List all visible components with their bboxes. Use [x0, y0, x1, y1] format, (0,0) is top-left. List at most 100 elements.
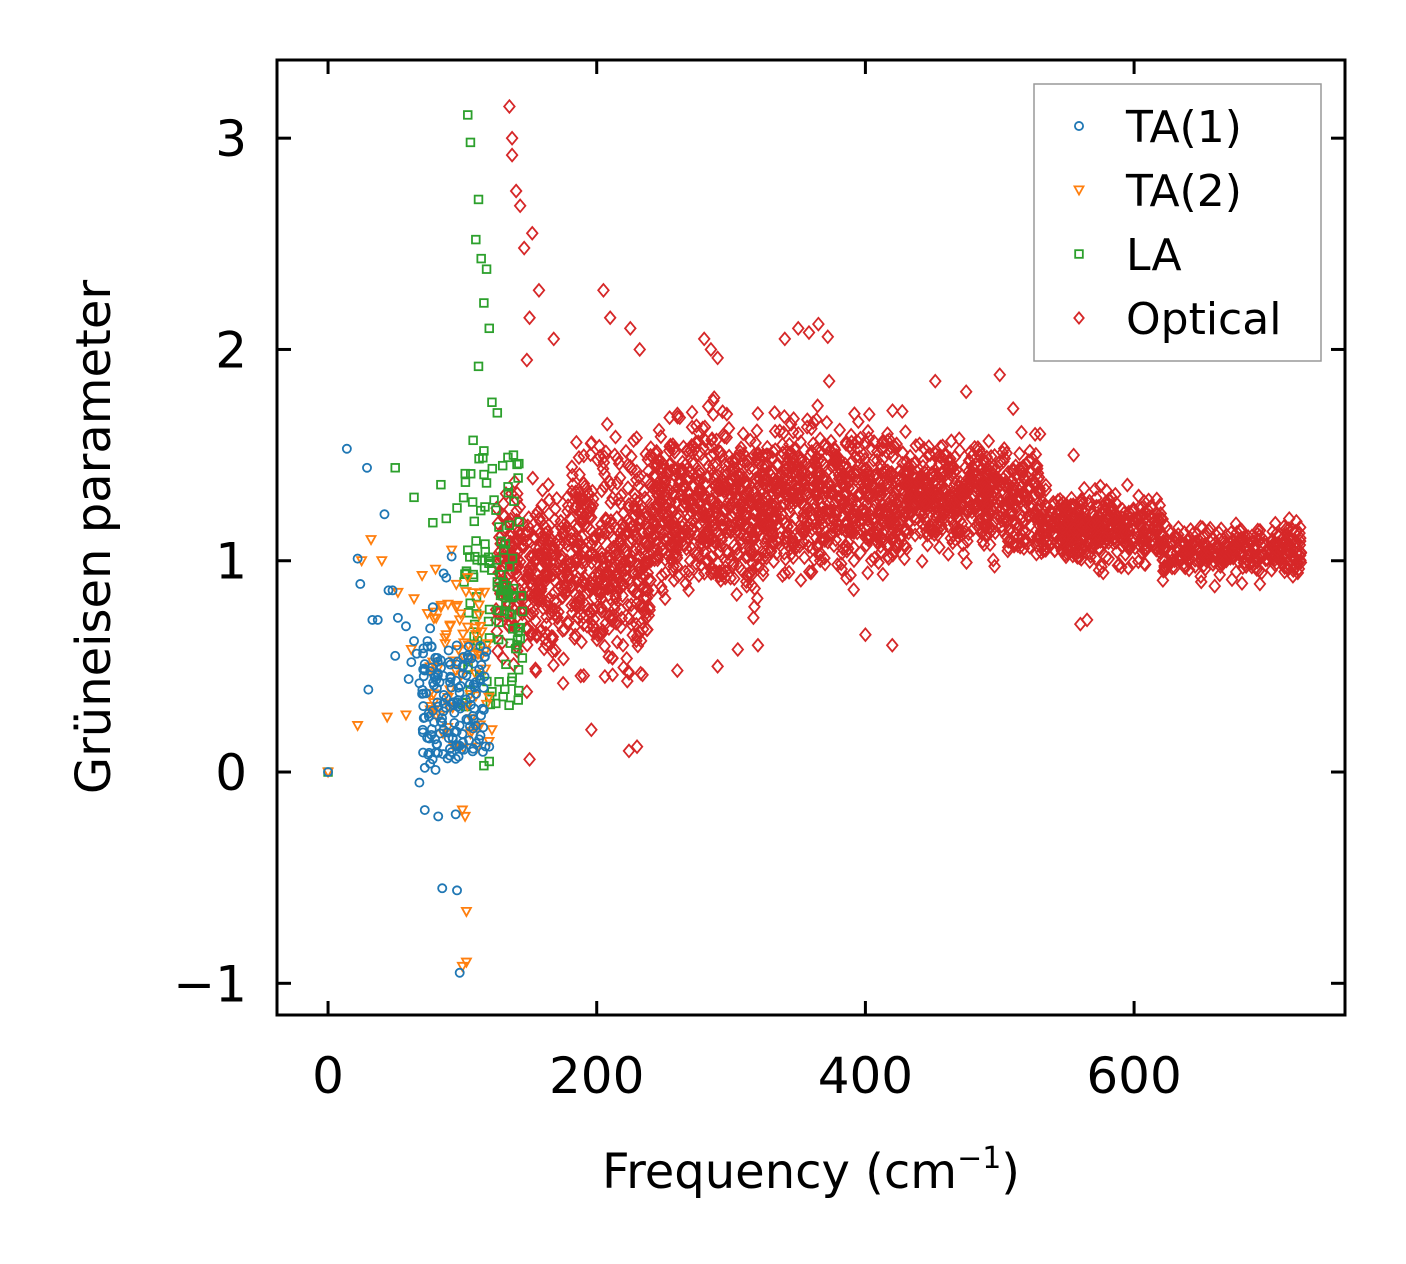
data-point-optical — [640, 604, 654, 621]
data-point-optical — [999, 468, 1013, 484]
data-point-optical — [624, 554, 638, 570]
data-point-optical — [558, 586, 572, 602]
data-point-ta2 — [440, 630, 453, 642]
data-point-optical — [1196, 528, 1210, 545]
data-point-optical — [784, 498, 798, 515]
data-point-optical — [847, 465, 861, 482]
data-point-optical — [505, 130, 519, 146]
data-point-optical — [899, 424, 912, 440]
data-point-optical — [1018, 471, 1032, 487]
data-point-optical — [620, 650, 634, 667]
data-point-optical — [613, 470, 627, 486]
data-point-la — [484, 323, 494, 334]
data-point-optical — [724, 522, 738, 539]
data-point-optical — [733, 448, 747, 464]
data-point-la — [452, 503, 462, 513]
data-point-optical — [1265, 562, 1279, 578]
data-point-optical — [827, 485, 841, 502]
data-point-optical — [717, 457, 731, 473]
data-point-ta2 — [427, 614, 440, 625]
data-point-ta1 — [466, 653, 477, 664]
data-point-optical — [842, 480, 856, 496]
data-point-optical — [605, 650, 619, 666]
data-point-optical — [848, 521, 862, 537]
data-point-optical — [552, 604, 565, 620]
data-point-optical — [838, 538, 852, 554]
data-point-optical — [948, 531, 962, 548]
data-point-optical — [620, 673, 634, 689]
data-point-optical — [1268, 557, 1282, 573]
data-point-optical — [652, 481, 665, 497]
data-point-optical — [560, 614, 574, 630]
data-point-optical — [1092, 562, 1106, 578]
data-point-ta2 — [456, 629, 470, 641]
data-point-la — [508, 583, 519, 594]
data-point-optical — [823, 505, 837, 521]
data-point-optical — [685, 419, 699, 435]
data-point-optical — [973, 469, 987, 485]
data-point-optical — [1182, 562, 1196, 578]
data-point-ta2 — [481, 639, 494, 651]
data-point-optical — [648, 527, 662, 543]
data-point-optical — [803, 447, 817, 463]
data-point-optical — [664, 437, 677, 453]
data-point-optical — [497, 496, 510, 512]
data-point-optical — [522, 510, 536, 526]
data-point-la — [505, 638, 516, 648]
data-point-la — [458, 492, 469, 503]
data-point-optical — [704, 565, 718, 581]
data-point-optical — [648, 552, 661, 568]
data-point-optical — [505, 147, 519, 163]
data-point-optical — [1132, 488, 1146, 504]
data-point-optical — [922, 439, 936, 455]
data-point-optical — [572, 449, 586, 466]
data-point-ta1 — [392, 612, 403, 623]
data-point-optical — [600, 416, 614, 432]
data-point-optical — [856, 447, 870, 463]
data-point-optical — [640, 622, 654, 638]
data-point-optical — [525, 225, 539, 241]
data-point-la — [484, 604, 495, 615]
data-point-optical — [631, 638, 645, 654]
data-point-ta1 — [426, 729, 437, 740]
data-point-optical — [1206, 556, 1220, 573]
data-point-ta1 — [474, 664, 485, 675]
data-point-optical — [931, 458, 945, 475]
data-point-optical — [1085, 517, 1098, 533]
data-point-optical — [795, 489, 809, 506]
data-point-optical — [622, 665, 636, 681]
data-point-optical — [827, 440, 841, 456]
data-point-optical — [529, 661, 542, 677]
data-point-optical — [914, 471, 928, 487]
data-point-optical — [939, 504, 953, 520]
data-point-optical — [630, 541, 643, 557]
data-point-optical — [539, 566, 552, 583]
data-point-optical — [930, 491, 944, 507]
data-point-optical — [682, 563, 696, 579]
data-point-optical — [557, 651, 570, 667]
data-point-optical — [1255, 530, 1269, 546]
data-point-optical — [793, 538, 806, 555]
data-point-optical — [1056, 495, 1070, 511]
data-point-optical — [861, 486, 875, 502]
data-point-ta1 — [414, 678, 425, 689]
data-point-optical — [644, 553, 658, 569]
data-point-optical — [685, 541, 699, 557]
data-point-optical — [1159, 518, 1173, 534]
data-point-la — [509, 496, 519, 506]
data-point-optical — [609, 429, 622, 445]
data-point-ta1 — [422, 636, 433, 646]
data-point-optical — [1168, 560, 1182, 576]
data-point-la — [479, 298, 489, 308]
data-point-optical — [517, 240, 531, 256]
data-point-optical — [809, 457, 823, 473]
data-point-optical — [987, 467, 1001, 483]
data-point-optical — [902, 525, 916, 541]
data-point-optical — [577, 667, 591, 684]
data-point-optical — [584, 605, 598, 621]
data-point-optical — [1238, 540, 1252, 556]
data-point-optical — [589, 548, 602, 564]
data-point-optical — [811, 477, 825, 493]
data-point-ta1 — [452, 697, 462, 708]
data-point-optical — [537, 532, 551, 549]
